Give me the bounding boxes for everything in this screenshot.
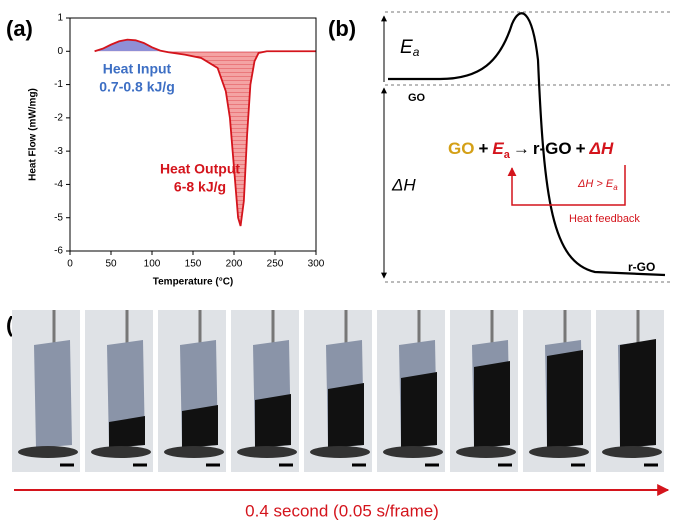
heat: ΔH: [589, 139, 614, 158]
energy: E: [492, 139, 504, 158]
y-tick-label: -4: [54, 179, 63, 190]
symbol: E: [400, 37, 413, 58]
frame: [12, 310, 80, 472]
y-tick-label: -5: [54, 212, 63, 223]
holder: [91, 446, 151, 458]
burnt: [474, 361, 510, 448]
burnt: [109, 416, 145, 448]
barrier-label: Ea: [400, 37, 420, 59]
y-tick-label: 0: [57, 46, 63, 57]
annotation: Heat Input: [103, 61, 172, 77]
y-tick-label: -1: [54, 79, 63, 90]
operator: +: [576, 139, 586, 158]
frame: [85, 310, 153, 472]
annotation: 6-8 kJ/g: [174, 179, 226, 195]
x-tick-label: 300: [308, 259, 325, 270]
x-tick-label: 150: [185, 259, 202, 270]
equation: GO + Ea → r-GO + ΔH: [448, 139, 614, 160]
x-tick-label: 100: [144, 259, 161, 270]
x-tick-label: 250: [267, 259, 284, 270]
holder: [18, 446, 78, 458]
product: r-GO: [533, 139, 572, 158]
feedback-label: Heat feedback: [569, 213, 640, 225]
frame: [231, 310, 299, 472]
x-axis-label: Temperature (°C): [153, 277, 234, 288]
x-tick-label: 0: [67, 259, 73, 270]
y-tick-label: -6: [54, 246, 63, 257]
subscript: a: [413, 45, 420, 59]
line: [94, 38, 316, 227]
y-tick-label: 1: [57, 13, 63, 24]
panel-label: (a): [6, 16, 33, 41]
holder: [383, 446, 443, 458]
filmstrip: [12, 310, 664, 472]
burnt: [182, 405, 218, 448]
reactant: GO: [448, 139, 474, 158]
burnt: [547, 350, 583, 448]
frame: [523, 310, 591, 472]
burnt: [620, 339, 656, 448]
operator: →: [513, 139, 530, 158]
condition: ΔH > Ea: [577, 178, 618, 192]
operator: +: [478, 139, 488, 158]
sample: [34, 340, 72, 448]
frame: [450, 310, 518, 472]
y-tick-label: -2: [54, 112, 63, 123]
end-label: r-GO: [628, 260, 655, 274]
panel-label: (b): [328, 16, 356, 41]
start-label: GO: [408, 92, 426, 104]
caption: 0.4 second (0.05 s/frame): [245, 501, 439, 520]
frame: [304, 310, 372, 472]
x-tick-label: 50: [105, 259, 117, 270]
holder: [602, 446, 662, 458]
holder: [237, 446, 297, 458]
holder: [164, 446, 224, 458]
enthalpy-label: ΔH: [391, 175, 416, 194]
energy-diagram: Ea GO ΔH r-GO GO + Ea → r-GO + ΔH ΔH > Ea Heat…: [381, 11, 670, 283]
area-positive: [94, 39, 316, 52]
holder: [529, 446, 589, 458]
frame: [158, 310, 226, 472]
frame: [377, 310, 445, 472]
subscript: a: [613, 183, 618, 192]
annotation: Heat Output: [160, 161, 240, 177]
subscript: a: [504, 149, 511, 161]
holder: [456, 446, 516, 458]
burnt: [401, 372, 437, 448]
burnt: [255, 394, 291, 448]
x-tick-label: 200: [226, 259, 243, 270]
condition-text: ΔH > E: [577, 178, 614, 190]
y-tick-label: -3: [54, 146, 63, 157]
y-axis-label: Heat Flow (mW/mg): [28, 88, 39, 181]
area-hatch: [163, 51, 267, 227]
holder: [310, 446, 370, 458]
burnt: [328, 383, 364, 448]
annotation: 0.7-0.8 kJ/g: [99, 79, 175, 95]
frame: [596, 310, 664, 472]
